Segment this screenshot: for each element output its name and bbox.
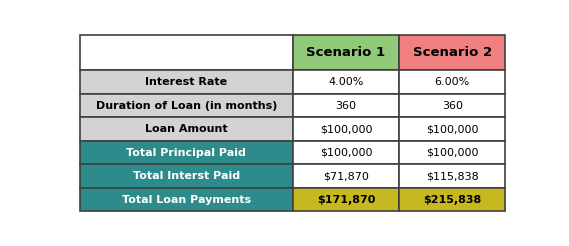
Text: 360: 360 [442,101,463,111]
Bar [292,117,399,141]
Text: $71,870: $71,870 [323,171,369,181]
Bar [399,141,505,164]
Text: Total Principal Paid: Total Principal Paid [126,148,246,158]
Text: 360: 360 [335,101,356,111]
Bar [399,188,505,211]
Bar [399,164,505,188]
Text: Total Interst Paid: Total Interst Paid [133,171,240,181]
Bar [80,164,292,188]
Text: Total Loan Payments: Total Loan Payments [122,195,251,205]
Bar [80,94,292,117]
Bar [80,188,292,211]
Text: $115,838: $115,838 [426,171,479,181]
Bar [292,35,399,70]
Text: $215,838: $215,838 [423,195,481,205]
Bar [80,35,292,70]
Bar [399,94,505,117]
Bar [399,35,505,70]
Bar [292,164,399,188]
Text: Loan Amount: Loan Amount [145,124,228,134]
Text: Duration of Loan (in months): Duration of Loan (in months) [96,101,277,111]
Bar [292,141,399,164]
Bar [80,70,292,94]
Text: $100,000: $100,000 [426,148,479,158]
Bar [80,141,292,164]
Text: 4.00%: 4.00% [328,77,364,87]
Bar [292,188,399,211]
Bar [292,94,399,117]
Text: $100,000: $100,000 [320,124,372,134]
Text: Scenario 2: Scenario 2 [413,46,492,59]
Bar [399,70,505,94]
Text: $171,870: $171,870 [317,195,375,205]
Text: Scenario 1: Scenario 1 [306,46,385,59]
Bar [80,117,292,141]
Text: Interest Rate: Interest Rate [145,77,228,87]
Bar [292,70,399,94]
Text: $100,000: $100,000 [426,124,479,134]
Text: 6.00%: 6.00% [435,77,470,87]
Bar [399,117,505,141]
Text: $100,000: $100,000 [320,148,372,158]
